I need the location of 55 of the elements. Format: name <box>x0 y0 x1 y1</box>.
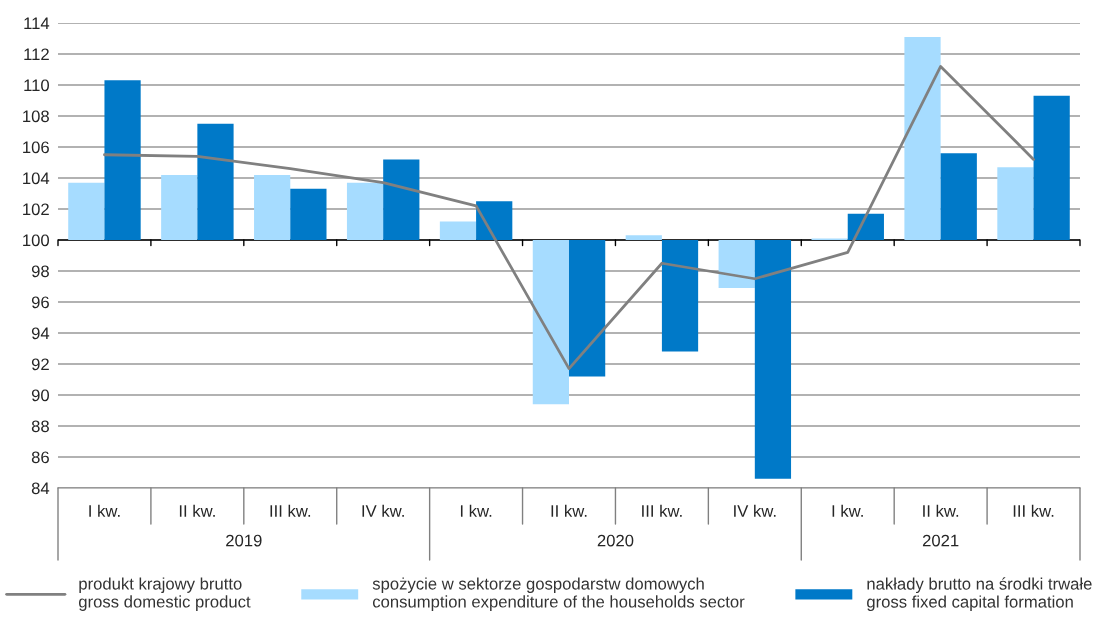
y-tick-label: 102 <box>23 203 49 216</box>
y-tick-label: 84 <box>31 482 50 495</box>
x-tick-label: III kw. <box>1013 504 1054 517</box>
bar <box>661 240 699 352</box>
bar <box>569 240 606 377</box>
text: 2021 <box>922 534 959 547</box>
line-series <box>103 65 1035 371</box>
x-tick-label: IV kw. <box>734 504 776 517</box>
bar <box>532 240 569 405</box>
bar <box>68 182 105 240</box>
y-tick-label: 96 <box>31 296 49 309</box>
bar <box>161 174 198 240</box>
bar <box>346 182 384 240</box>
bar <box>754 240 792 479</box>
y-tick-label: 90 <box>31 389 50 402</box>
legend-label: produkt krajowy brutto gross domestic product <box>78 577 251 611</box>
x-tick-label: I kw. <box>460 504 492 517</box>
y-tick-label: 110 <box>24 79 50 92</box>
x-tick-label: II kw. <box>179 504 215 517</box>
legend-label: nakłady brutto na środki trwałe gross fixed capital formation <box>867 577 1092 611</box>
bar <box>847 213 884 240</box>
x-tick-label: III kw. <box>642 504 682 517</box>
bar <box>290 188 327 240</box>
y-tick-label: 104 <box>23 172 50 185</box>
bar <box>718 240 755 289</box>
y-tick-label: 112 <box>24 48 49 61</box>
bar <box>625 235 662 240</box>
bar <box>104 80 141 240</box>
text: 2019 <box>226 534 262 547</box>
text: 2020 <box>597 534 634 547</box>
bar <box>254 174 291 240</box>
bar <box>1033 95 1070 240</box>
bar <box>439 221 477 240</box>
bar <box>476 201 513 240</box>
x-tick-label: II kw. <box>551 504 587 517</box>
bar <box>997 167 1034 240</box>
legend-label: spożycie w sektorze gospodarstw domowych consumption expenditure of the households sector <box>372 577 745 611</box>
y-tick-label: 106 <box>23 141 49 154</box>
y-tick-label: 88 <box>31 420 49 433</box>
bar <box>940 153 977 240</box>
bar <box>904 36 941 240</box>
bar <box>383 159 420 240</box>
y-tick-label: 86 <box>31 451 49 464</box>
y-tick-label: 114 <box>24 17 50 30</box>
x-tick-label: IV kw. <box>362 504 404 517</box>
bar <box>197 123 234 240</box>
y-tick-label: 92 <box>31 358 49 371</box>
y-tick-label: 98 <box>31 265 49 278</box>
x-tick-label: I kw. <box>832 504 863 517</box>
x-tick-label: III kw. <box>270 504 311 517</box>
y-tick-label: 94 <box>31 327 50 340</box>
x-tick-label: II kw. <box>923 504 959 517</box>
y-tick-label: 100 <box>23 234 50 247</box>
y-tick-label: 108 <box>23 110 49 123</box>
x-tick-label: I kw. <box>89 504 120 517</box>
